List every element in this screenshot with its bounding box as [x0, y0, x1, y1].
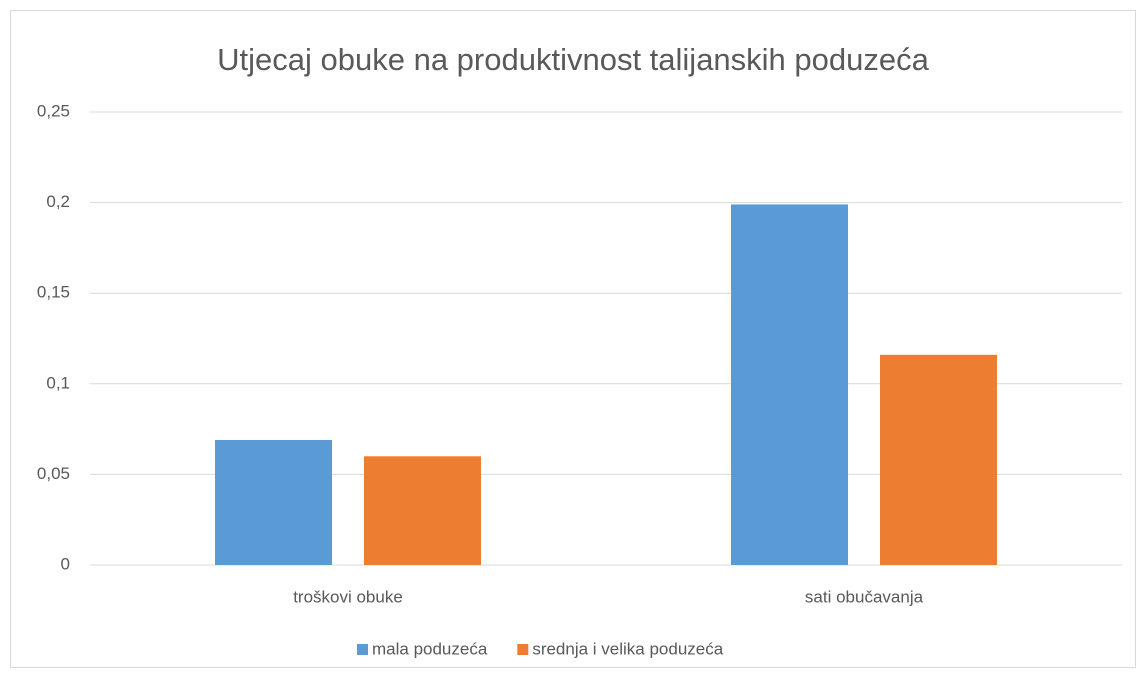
legend-label: srednja i velika poduzeća [532, 639, 723, 658]
y-tick-label: 0 [61, 554, 70, 573]
y-tick-label: 0,2 [46, 192, 70, 211]
chart-title: Utjecaj obuke na produktivnost talijansk… [217, 42, 929, 77]
x-tick-label: troškovi obuke [293, 587, 403, 606]
legend-swatch [517, 644, 529, 655]
y-tick-label: 0,15 [37, 283, 70, 302]
legend-label: mala poduzeća [372, 639, 488, 658]
chart-border [10, 10, 1136, 668]
bar [364, 456, 481, 565]
y-tick-label: 0,1 [46, 373, 70, 392]
bar [731, 204, 848, 566]
legend-swatch [357, 644, 368, 655]
bar [215, 439, 332, 565]
x-tick-label: sati obučavanja [805, 587, 924, 606]
y-tick-label: 0,05 [37, 464, 70, 483]
y-tick-label: 0,25 [37, 101, 70, 120]
bar [880, 354, 997, 565]
